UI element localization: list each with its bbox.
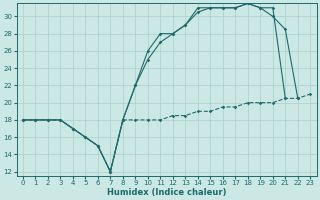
X-axis label: Humidex (Indice chaleur): Humidex (Indice chaleur) <box>107 188 226 197</box>
